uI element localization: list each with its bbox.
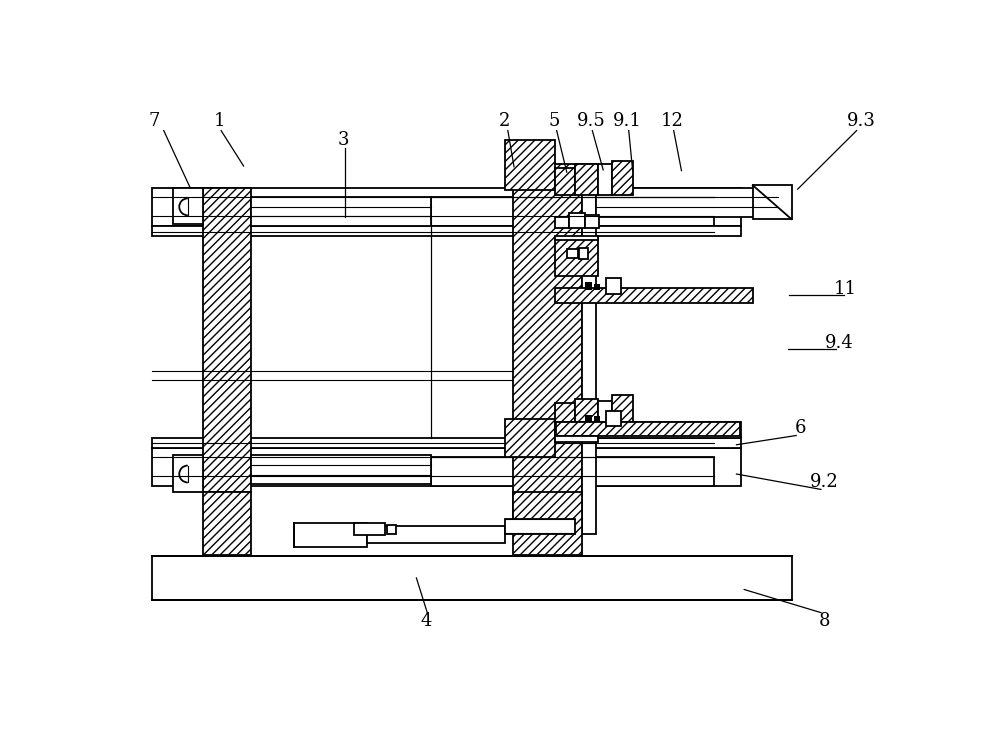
Bar (505, 140, 555, 190)
Bar (512, 492, 582, 555)
Bar (251, 455, 431, 484)
Bar (173, 455, 202, 492)
Text: 5: 5 (549, 112, 560, 130)
Bar (202, 492, 251, 555)
Text: 6: 6 (795, 419, 807, 437)
Bar (574, 165, 598, 195)
Bar (152, 555, 792, 600)
Bar (152, 438, 741, 448)
Bar (387, 525, 396, 534)
Text: 7: 7 (149, 112, 160, 130)
Text: 9.2: 9.2 (810, 472, 838, 491)
Bar (555, 403, 574, 438)
Bar (555, 288, 753, 303)
Bar (598, 165, 612, 195)
Bar (202, 187, 251, 492)
Bar (173, 187, 202, 224)
Text: 9.1: 9.1 (613, 112, 642, 130)
Bar (594, 416, 600, 422)
Text: 3: 3 (338, 130, 349, 149)
Bar (505, 518, 574, 534)
Bar (152, 187, 741, 226)
Bar (367, 526, 505, 543)
Bar (354, 523, 385, 535)
Bar (585, 214, 599, 228)
Bar (579, 248, 588, 260)
Bar (512, 165, 582, 534)
Bar (294, 523, 367, 547)
Bar (569, 213, 585, 228)
Bar (612, 395, 633, 428)
Bar (555, 217, 569, 228)
Bar (505, 418, 555, 457)
Bar (585, 282, 592, 290)
Bar (753, 185, 792, 219)
Text: 1: 1 (214, 112, 225, 130)
Bar (431, 197, 714, 226)
Bar (555, 422, 741, 438)
Bar (582, 165, 596, 534)
Bar (555, 435, 598, 442)
Bar (251, 197, 431, 226)
Bar (555, 238, 598, 276)
Text: 9.4: 9.4 (825, 334, 854, 352)
Bar (606, 411, 621, 426)
Bar (596, 187, 778, 217)
Bar (556, 421, 740, 435)
Text: 11: 11 (834, 280, 857, 298)
Bar (152, 448, 741, 486)
Text: 9.3: 9.3 (847, 112, 876, 130)
Bar (598, 401, 612, 430)
Bar (606, 278, 621, 294)
Text: 2: 2 (499, 112, 510, 130)
Bar (152, 226, 741, 236)
Text: 4: 4 (420, 612, 431, 630)
Text: 9.5: 9.5 (576, 112, 605, 130)
Bar (555, 168, 574, 195)
Bar (585, 415, 592, 422)
Text: 8: 8 (818, 612, 830, 630)
Bar (555, 236, 598, 240)
Bar (567, 249, 578, 258)
Bar (574, 399, 598, 434)
Text: 12: 12 (661, 112, 684, 130)
Bar (612, 160, 633, 195)
Bar (431, 457, 714, 486)
Bar (594, 284, 600, 290)
